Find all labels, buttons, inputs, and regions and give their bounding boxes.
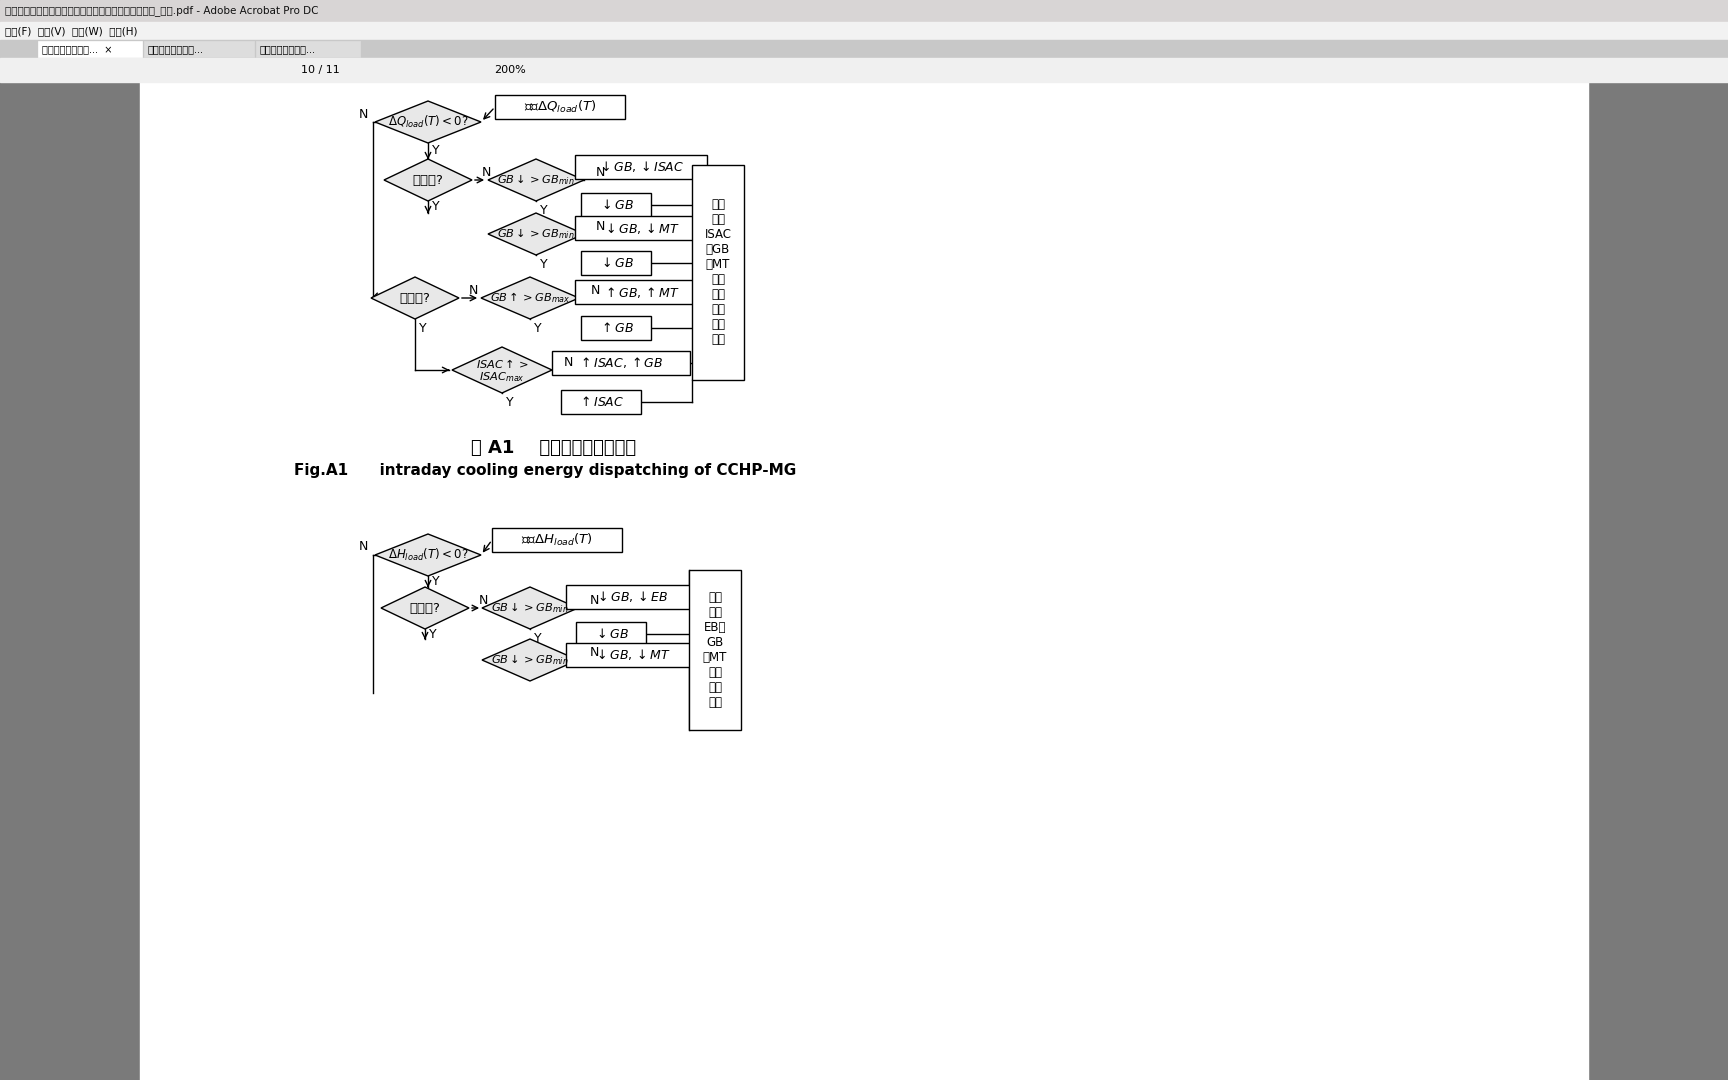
Text: Y: Y [534, 632, 543, 645]
Text: 谷时期?: 谷时期? [410, 602, 441, 615]
Text: $\uparrow GB$: $\uparrow GB$ [598, 321, 634, 335]
Polygon shape [384, 159, 472, 201]
Bar [581, 193, 651, 217]
Bar [0, 40, 1728, 58]
Text: $GB\downarrow>GB_{min}$: $GB\downarrow>GB_{min}$ [498, 227, 575, 242]
Bar [567, 643, 698, 667]
Bar [0, 22, 1728, 40]
Bar [575, 280, 707, 303]
Text: N: N [468, 283, 477, 297]
Bar [575, 622, 646, 646]
Text: $ISAC_{max}$: $ISAC_{max}$ [479, 370, 525, 383]
Text: Y: Y [432, 145, 441, 158]
Text: $计算\Delta H_{load}(T)$: $计算\Delta H_{load}(T)$ [522, 532, 593, 548]
Text: $GB\downarrow>GB_{min}$: $GB\downarrow>GB_{min}$ [498, 173, 575, 188]
Text: 计及需求响应和阶...: 计及需求响应和阶... [259, 44, 316, 54]
Text: 谷时期?: 谷时期? [413, 174, 444, 187]
Bar [0, 0, 1728, 22]
Text: N: N [596, 165, 605, 178]
Text: Y: Y [541, 203, 548, 216]
Text: Y: Y [429, 627, 437, 640]
Text: $\downarrow GB$: $\downarrow GB$ [598, 198, 634, 212]
Text: 文件(F)  视图(V)  窗口(W)  帮助(H): 文件(F) 视图(V) 窗口(W) 帮助(H) [5, 26, 138, 36]
Text: Y: Y [432, 575, 441, 588]
Text: $GB\downarrow>GB_{min}$: $GB\downarrow>GB_{min}$ [491, 652, 569, 667]
Polygon shape [482, 588, 577, 629]
Bar [38, 41, 142, 57]
Polygon shape [375, 102, 480, 143]
Polygon shape [372, 276, 460, 319]
Text: 含冰蓄冷空调的冷...  ×: 含冰蓄冷空调的冷... × [41, 44, 112, 54]
Text: 基于综合需求响应...: 基于综合需求响应... [149, 44, 204, 54]
Text: Fig.A1      intraday cooling energy dispatching of CCHP-MG: Fig.A1 intraday cooling energy dispatchi… [294, 462, 797, 477]
Bar [562, 390, 641, 414]
Text: $\Delta Q_{load}(T)<0?$: $\Delta Q_{load}(T)<0?$ [387, 114, 468, 130]
Text: Y: Y [432, 201, 441, 214]
Bar [581, 251, 651, 275]
Bar [575, 216, 707, 240]
Bar [567, 585, 698, 609]
Text: $\downarrow GB, \downarrow MT$: $\downarrow GB, \downarrow MT$ [603, 220, 679, 235]
Text: N: N [358, 108, 368, 121]
Text: $GB\downarrow>GB_{min}$: $GB\downarrow>GB_{min}$ [491, 600, 569, 616]
Text: $ISAC\uparrow>$: $ISAC\uparrow>$ [475, 356, 529, 369]
Polygon shape [482, 639, 577, 681]
Text: $\downarrow GB$: $\downarrow GB$ [594, 627, 629, 642]
Text: N: N [358, 540, 368, 553]
Text: N: N [563, 355, 572, 368]
Text: 日内
调整
ISAC
、GB
和MT
满足
微网
冷负
荷的
需求: 日内 调整 ISAC 、GB 和MT 满足 微网 冷负 荷的 需求 [705, 198, 731, 346]
Polygon shape [380, 588, 468, 629]
Bar [140, 82, 1588, 1080]
Text: 图 A1    日内冷功率调度策略: 图 A1 日内冷功率调度策略 [472, 438, 636, 457]
Text: $\Delta H_{load}(T)<0?$: $\Delta H_{load}(T)<0?$ [387, 546, 468, 563]
Text: 200%: 200% [494, 65, 525, 75]
Bar [689, 570, 741, 730]
Text: N: N [589, 594, 598, 607]
Text: N: N [482, 165, 491, 178]
Text: 含冰蓄冷空调的冷热电联供型微网多时间尺度优化调度_程衫.pdf - Adobe Acrobat Pro DC: 含冰蓄冷空调的冷热电联供型微网多时间尺度优化调度_程衫.pdf - Adobe … [5, 5, 318, 16]
Polygon shape [480, 276, 579, 319]
Text: Y: Y [420, 323, 427, 336]
Text: $\downarrow GB, \downarrow ISAC$: $\downarrow GB, \downarrow ISAC$ [598, 160, 684, 175]
Text: 10 / 11: 10 / 11 [301, 65, 339, 75]
Text: N: N [589, 646, 598, 659]
Bar [575, 156, 707, 179]
Bar [691, 164, 745, 379]
Text: $\uparrow ISAC$: $\uparrow ISAC$ [577, 395, 624, 409]
Text: $GB\uparrow>GB_{max}$: $GB\uparrow>GB_{max}$ [489, 291, 570, 306]
Bar [0, 58, 1728, 82]
Text: Y: Y [534, 322, 543, 335]
Text: $\downarrow GB$: $\downarrow GB$ [598, 256, 634, 270]
Text: $\uparrow ISAC, \uparrow GB$: $\uparrow ISAC, \uparrow GB$ [579, 355, 664, 370]
Text: $\downarrow GB, \downarrow EB$: $\downarrow GB, \downarrow EB$ [596, 590, 669, 605]
Text: N: N [596, 219, 605, 232]
Bar [494, 95, 626, 119]
Text: $\downarrow GB, \downarrow MT$: $\downarrow GB, \downarrow MT$ [594, 648, 670, 662]
Polygon shape [487, 213, 584, 255]
Bar [492, 528, 622, 552]
Text: $计算\Delta Q_{load}(T)$: $计算\Delta Q_{load}(T)$ [524, 99, 596, 116]
Bar [551, 351, 689, 375]
Text: N: N [479, 594, 487, 607]
Text: 谷时期?: 谷时期? [399, 292, 430, 305]
Polygon shape [375, 534, 480, 576]
Polygon shape [453, 347, 551, 393]
Bar [256, 41, 359, 57]
Bar [143, 41, 254, 57]
Bar [581, 316, 651, 340]
Text: N: N [591, 283, 600, 297]
Text: Y: Y [541, 257, 548, 270]
Text: 日内
调整
EB、
GB
和MT
满足
微网
热负: 日内 调整 EB、 GB 和MT 满足 微网 热负 [703, 591, 727, 708]
Text: Y: Y [506, 395, 513, 408]
Text: $\uparrow GB, \uparrow MT$: $\uparrow GB, \uparrow MT$ [603, 284, 679, 299]
Polygon shape [487, 159, 584, 201]
